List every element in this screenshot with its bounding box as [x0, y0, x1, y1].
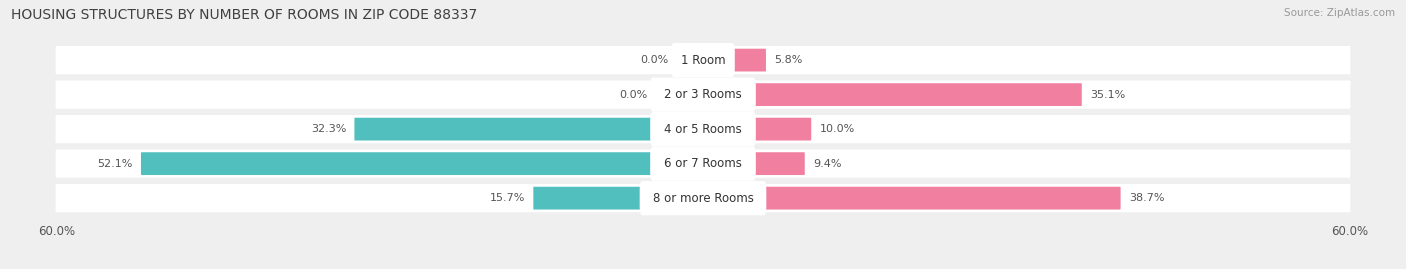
FancyBboxPatch shape [650, 77, 756, 112]
FancyBboxPatch shape [56, 80, 1350, 109]
Text: 2 or 3 Rooms: 2 or 3 Rooms [664, 88, 742, 101]
FancyBboxPatch shape [703, 187, 1121, 210]
Text: 52.1%: 52.1% [97, 159, 132, 169]
FancyBboxPatch shape [354, 118, 703, 140]
Text: 9.4%: 9.4% [813, 159, 841, 169]
Text: 1 Room: 1 Room [681, 54, 725, 67]
Text: 8 or more Rooms: 8 or more Rooms [652, 192, 754, 205]
FancyBboxPatch shape [703, 118, 811, 140]
FancyBboxPatch shape [533, 187, 703, 210]
FancyBboxPatch shape [56, 46, 1350, 74]
Text: 0.0%: 0.0% [640, 55, 668, 65]
FancyBboxPatch shape [56, 150, 1350, 178]
FancyBboxPatch shape [650, 147, 756, 181]
Text: 35.1%: 35.1% [1090, 90, 1125, 100]
FancyBboxPatch shape [703, 152, 804, 175]
FancyBboxPatch shape [56, 184, 1350, 212]
Text: 0.0%: 0.0% [619, 90, 648, 100]
FancyBboxPatch shape [640, 181, 766, 215]
FancyBboxPatch shape [703, 83, 1081, 106]
Text: 15.7%: 15.7% [489, 193, 526, 203]
Text: 5.8%: 5.8% [775, 55, 803, 65]
Text: 38.7%: 38.7% [1129, 193, 1164, 203]
Text: 10.0%: 10.0% [820, 124, 855, 134]
Text: 32.3%: 32.3% [311, 124, 346, 134]
Text: HOUSING STRUCTURES BY NUMBER OF ROOMS IN ZIP CODE 88337: HOUSING STRUCTURES BY NUMBER OF ROOMS IN… [11, 8, 478, 22]
FancyBboxPatch shape [56, 115, 1350, 143]
Text: 6 or 7 Rooms: 6 or 7 Rooms [664, 157, 742, 170]
Text: Source: ZipAtlas.com: Source: ZipAtlas.com [1284, 8, 1395, 18]
Text: 4 or 5 Rooms: 4 or 5 Rooms [664, 123, 742, 136]
FancyBboxPatch shape [703, 49, 766, 72]
FancyBboxPatch shape [141, 152, 703, 175]
FancyBboxPatch shape [671, 43, 735, 77]
FancyBboxPatch shape [650, 112, 756, 146]
